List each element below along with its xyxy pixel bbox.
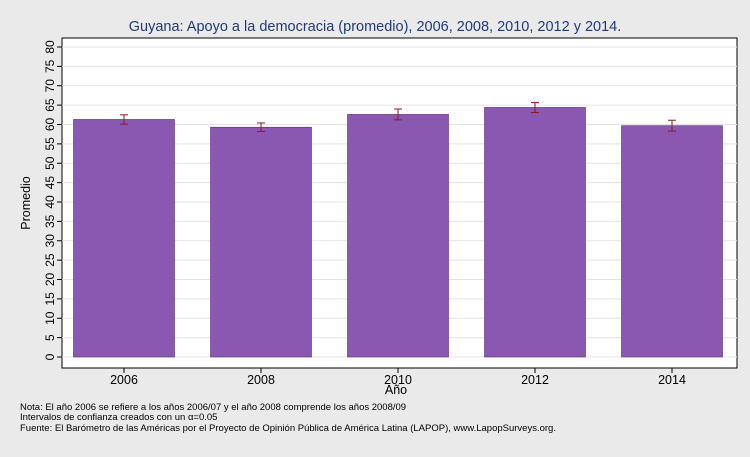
y-tick-label: 5 xyxy=(43,334,57,341)
y-tick-label: 60 xyxy=(43,118,57,132)
x-tick-label: 2014 xyxy=(658,373,686,387)
bar xyxy=(484,107,586,358)
x-tick-label: 2008 xyxy=(247,373,275,387)
notes: Nota: El año 2006 se refiere a los años … xyxy=(20,402,556,434)
y-tick-label: 30 xyxy=(43,234,57,248)
y-tick-label: 0 xyxy=(43,353,57,360)
y-tick-label: 75 xyxy=(43,59,57,73)
y-tick-label: 50 xyxy=(43,156,57,170)
bar xyxy=(73,119,175,358)
note-line-3: Fuente: El Barómetro de las Américas por… xyxy=(20,423,556,434)
bar xyxy=(347,114,449,358)
note-line-2: Intervalos de confianza creados con un α… xyxy=(20,412,217,423)
bars xyxy=(73,107,723,358)
x-axis: 2006 2008 2010 2012 2014 xyxy=(110,368,686,387)
y-tick-label: 55 xyxy=(43,137,57,151)
bar xyxy=(621,125,723,358)
bar xyxy=(210,126,312,358)
y-tick-label: 10 xyxy=(43,311,57,325)
chart-title: Guyana: Apoyo a la democracia (promedio)… xyxy=(129,19,622,35)
y-axis: 0 5 10 15 20 25 30 35 40 45 50 55 60 65 70 75 80 xyxy=(43,40,62,360)
y-tick-label: 40 xyxy=(43,195,57,209)
x-tick-label: 2010 xyxy=(384,373,412,387)
x-tick-label: 2006 xyxy=(110,373,138,387)
error-bars xyxy=(120,101,676,132)
y-tick-label: 25 xyxy=(43,253,57,267)
note-line-1: Nota: El año 2006 se refiere a los años … xyxy=(20,402,406,413)
y-tick-label: 20 xyxy=(43,273,57,287)
y-axis-label: Promedio xyxy=(19,176,33,230)
y-tick-label: 45 xyxy=(43,176,57,190)
y-tick-label: 15 xyxy=(43,292,57,306)
y-tick-label: 80 xyxy=(43,40,57,54)
x-axis-label: Año xyxy=(385,383,407,397)
y-tick-label: 70 xyxy=(43,79,57,93)
y-tick-label: 65 xyxy=(43,98,57,112)
x-tick-label: 2012 xyxy=(521,373,549,387)
y-tick-label: 35 xyxy=(43,214,57,228)
